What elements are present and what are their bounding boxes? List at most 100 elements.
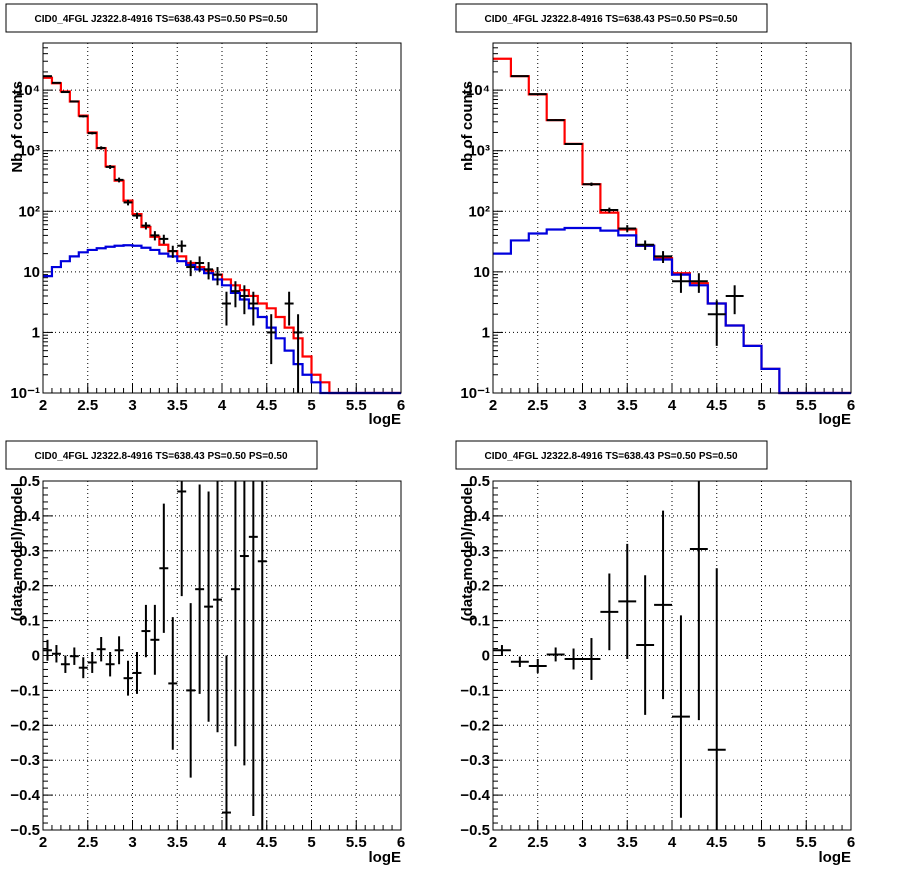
residual-point xyxy=(239,481,249,766)
x-tick-label: 2.5 xyxy=(527,397,548,414)
data-point xyxy=(230,281,240,308)
x-axis-label: logE xyxy=(819,849,852,866)
y-tick-label: −0.3 xyxy=(10,752,40,769)
residual-point xyxy=(60,655,70,673)
data-point xyxy=(204,262,214,280)
y-tick-label: 10³ xyxy=(18,143,40,160)
data-point xyxy=(51,81,61,84)
y-axis-label: (data-model)/model xyxy=(9,483,26,621)
x-tick-label: 3 xyxy=(578,397,586,414)
data-point xyxy=(546,119,565,122)
x-tick-label: 5 xyxy=(307,834,315,851)
residual-point xyxy=(689,481,708,721)
title-box xyxy=(455,3,768,33)
data-point xyxy=(689,273,708,293)
x-tick-label: 3.5 xyxy=(617,834,638,851)
x-tick-label: 3.5 xyxy=(167,834,188,851)
y-tick-label: −0.5 xyxy=(460,822,490,839)
data-point xyxy=(725,285,744,315)
y-tick-label: 0.1 xyxy=(469,613,490,630)
data-point xyxy=(222,291,231,326)
chart-residuals-left: CID0_4FGL J2322.8-4916 TS=638.43 PS=0.50… xyxy=(5,440,405,866)
residual-point xyxy=(600,573,619,651)
residual-point xyxy=(707,568,726,830)
plot-frame xyxy=(492,42,852,394)
data-point xyxy=(96,146,106,150)
data-point xyxy=(510,75,529,78)
data-point xyxy=(177,240,187,253)
data-point xyxy=(284,291,294,326)
background-model-histogram xyxy=(493,226,851,395)
data-point xyxy=(213,267,222,286)
residual-point xyxy=(618,543,637,659)
y-tick-label: 10⁻¹ xyxy=(10,385,40,402)
x-tick-label: 4.5 xyxy=(256,397,277,414)
x-tick-label: 4 xyxy=(218,834,227,851)
y-axis-label: (data-model)/model xyxy=(459,483,476,621)
data-point xyxy=(114,177,124,183)
y-tick-label: −0.2 xyxy=(10,717,40,734)
residual-point xyxy=(493,645,511,656)
y-tick-label: −0.5 xyxy=(10,822,40,839)
data-point xyxy=(600,207,619,213)
x-tick-label: 3 xyxy=(128,397,136,414)
chart-title: CID0_4FGL J2322.8-4916 TS=638.43 PS=0.50… xyxy=(34,14,287,25)
x-tick-label: 5 xyxy=(307,397,315,414)
background-model-histogram xyxy=(43,244,401,395)
chart-residuals-right: CID0_4FGL J2322.8-4916 TS=638.43 PS=0.50… xyxy=(455,440,855,866)
residual-point xyxy=(564,648,583,670)
chart-title: CID0_4FGL J2322.8-4916 TS=638.43 PS=0.50… xyxy=(484,14,737,25)
data-point xyxy=(60,91,70,94)
x-tick-label: 3 xyxy=(578,834,586,851)
data-point xyxy=(248,291,258,326)
residual-point xyxy=(114,636,124,665)
title-box xyxy=(455,440,768,470)
y-tick-label: −0.3 xyxy=(460,752,490,769)
x-tick-label: 6 xyxy=(847,397,855,414)
residual-point xyxy=(636,575,655,715)
x-tick-label: 5.5 xyxy=(346,397,367,414)
x-tick-label: 5.5 xyxy=(796,397,817,414)
x-tick-label: 4 xyxy=(668,397,677,414)
y-tick-label: 10⁴ xyxy=(16,82,40,99)
data-point xyxy=(293,314,303,393)
y-tick-label: 10⁴ xyxy=(466,82,490,99)
data-point xyxy=(528,93,547,96)
residual-point xyxy=(177,481,187,597)
residual-point xyxy=(150,604,160,675)
x-tick-label: 4.5 xyxy=(256,834,277,851)
y-tick-label: 0.1 xyxy=(19,613,40,630)
data-point xyxy=(141,222,151,230)
y-tick-label: 1 xyxy=(482,324,490,341)
data-point xyxy=(564,143,583,146)
x-tick-label: 4 xyxy=(218,397,227,414)
plot-area: 10⁻¹ 1 10 10² 10³ 10⁴ 2 2.5 3 3.5 4 4.5 5 5.5 6 xyxy=(460,42,855,414)
data-point xyxy=(132,212,142,219)
x-tick-label: 5 xyxy=(757,397,765,414)
residual-point xyxy=(654,510,672,700)
y-tick-label: 10 xyxy=(473,264,490,281)
plot-area: −0.5 −0.4 −0.3 −0.2 −0.1 0 0.1 0.2 0.3 0.4 0.5 2 2.5… xyxy=(460,473,855,851)
y-tick-label: 10 xyxy=(23,264,40,281)
x-axis-label: logE xyxy=(369,411,402,428)
residual-point xyxy=(43,639,52,661)
x-tick-label: 2.5 xyxy=(77,834,98,851)
data-point xyxy=(168,245,178,258)
x-tick-label: 4 xyxy=(668,834,677,851)
data-point xyxy=(69,100,79,103)
y-tick-label: −0.1 xyxy=(10,682,40,699)
residual-point xyxy=(69,647,79,665)
residual-point xyxy=(168,617,178,750)
chart-title: CID0_4FGL J2322.8-4916 TS=638.43 PS=0.50… xyxy=(34,451,287,462)
x-axis-label: logE xyxy=(819,411,852,428)
title-box xyxy=(5,440,318,470)
y-tick-label: −0.1 xyxy=(460,682,490,699)
y-tick-label: −0.4 xyxy=(460,787,490,804)
x-tick-label: 4.5 xyxy=(706,834,727,851)
data-point xyxy=(636,240,655,250)
chart-counts-right: CID0_4FGL J2322.8-4916 TS=638.43 PS=0.50… xyxy=(455,3,855,428)
y-tick-label: 0.5 xyxy=(19,473,40,490)
data-point xyxy=(150,231,160,241)
chart-title: CID0_4FGL J2322.8-4916 TS=638.43 PS=0.50… xyxy=(484,451,737,462)
residual-point xyxy=(528,658,547,673)
